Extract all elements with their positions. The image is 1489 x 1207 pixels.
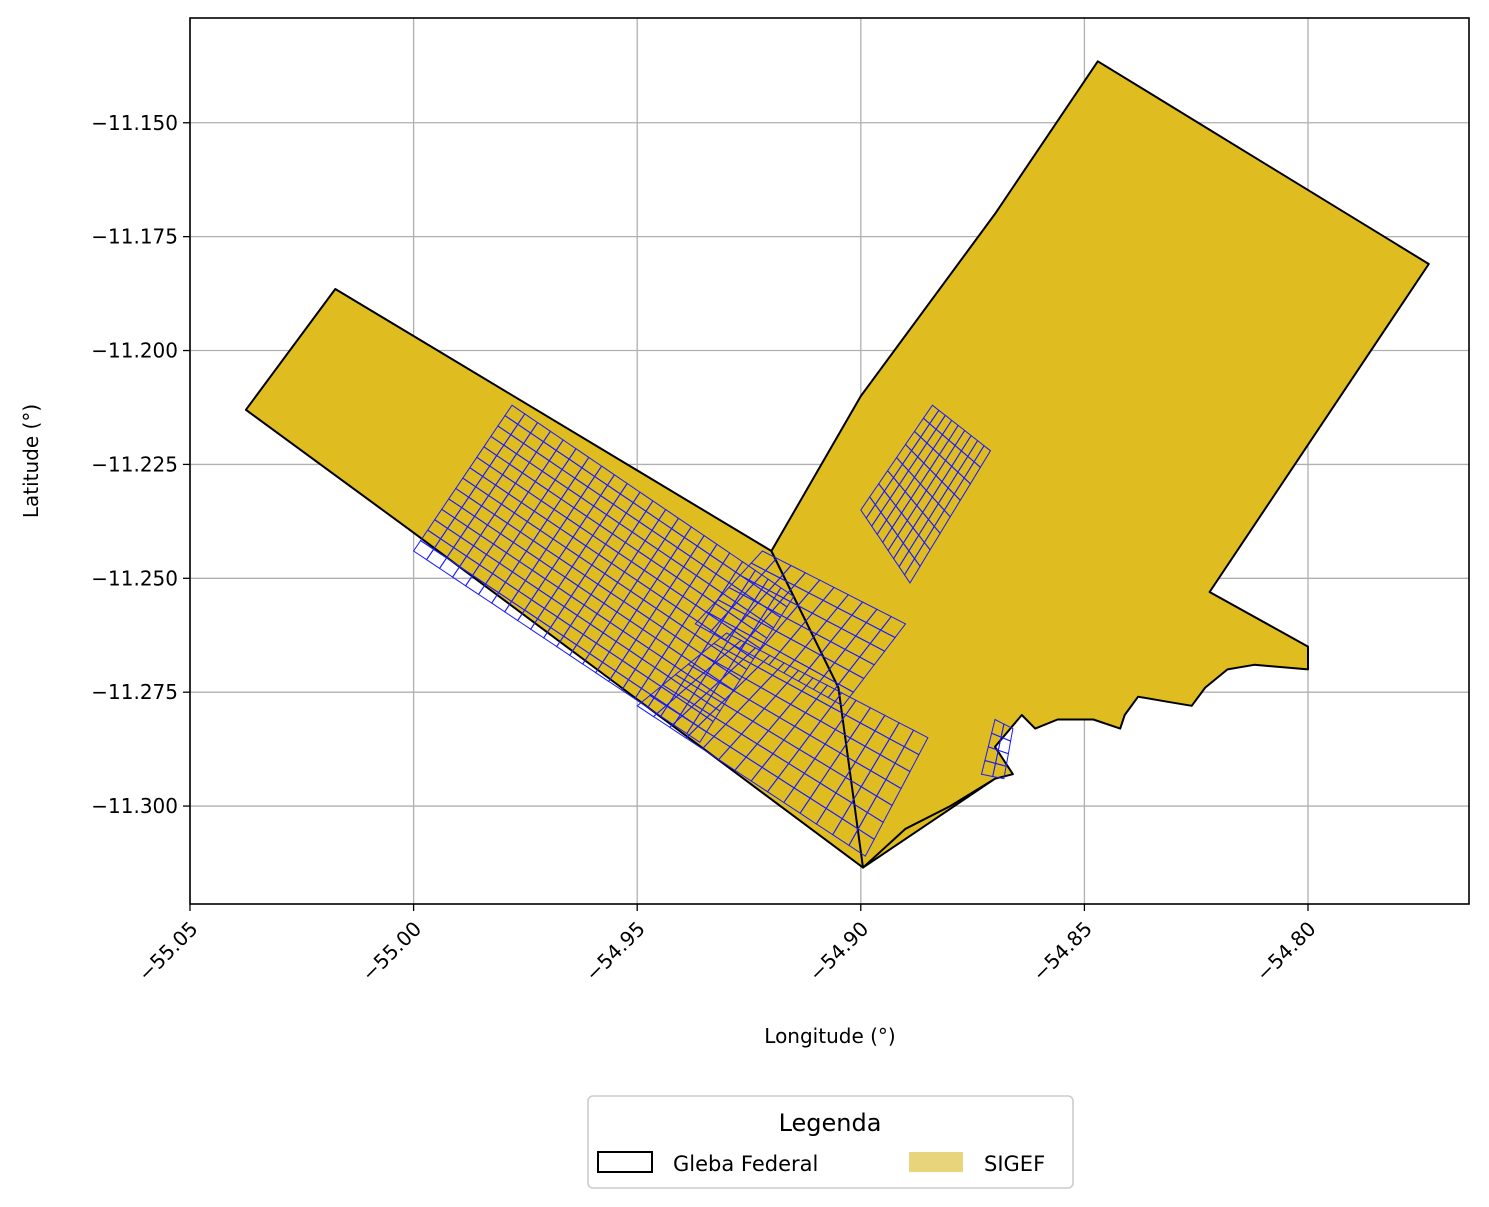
y-axis-title: Latitude (°) xyxy=(19,404,43,518)
y-tick-label: −11.275 xyxy=(91,680,178,704)
legend-title: Legenda xyxy=(779,1109,882,1137)
y-tick-label: −11.225 xyxy=(91,452,178,476)
y-tick-label: −11.150 xyxy=(91,111,178,135)
y-tick-label: −11.250 xyxy=(91,566,178,590)
y-axis-ticks: −11.150 −11.175 −11.200 −11.225 −11.250 −11.2… xyxy=(91,111,190,818)
sigef-parcels-layer xyxy=(412,404,1014,857)
sigef-east-finger xyxy=(980,718,1014,780)
sigef-west-cluster xyxy=(412,404,795,743)
sigef-parcel xyxy=(903,557,921,584)
sigef-north-cluster xyxy=(860,404,992,584)
plot-frame xyxy=(189,17,1470,905)
legend: Legenda Gleba Federal SIGEF xyxy=(587,1095,1074,1189)
legend-label-gleba: Gleba Federal xyxy=(673,1152,818,1176)
sigef-parcel xyxy=(992,762,1007,780)
plot-area xyxy=(189,17,1470,905)
sigef-parcel xyxy=(827,683,855,707)
y-tick-label: −11.200 xyxy=(91,339,178,363)
legend-swatch-gleba xyxy=(597,1151,653,1173)
legend-label-sigef: SIGEF xyxy=(984,1152,1045,1176)
gleba-ne-block xyxy=(770,60,1430,869)
legend-swatch-sigef xyxy=(909,1152,963,1172)
sigef-south-cluster xyxy=(636,632,929,857)
y-tick-label: −11.300 xyxy=(91,794,178,818)
sigef-central-cluster xyxy=(694,550,907,707)
y-tick-label: −11.175 xyxy=(91,225,178,249)
sigef-parcel xyxy=(848,828,875,857)
x-axis-title: Longitude (°) xyxy=(764,1024,895,1048)
